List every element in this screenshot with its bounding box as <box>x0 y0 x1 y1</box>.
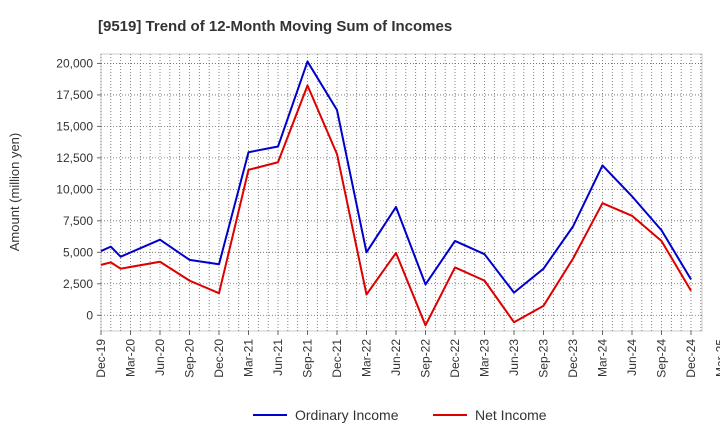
x-tick-label: Dec-19 <box>94 339 108 378</box>
x-tick-label: Jun-24 <box>625 339 639 376</box>
series-line-ordinary-income <box>100 60 692 294</box>
x-tick-label: Mar-23 <box>478 339 492 377</box>
x-tick-label: Dec-22 <box>448 339 462 378</box>
x-tick-label: Jun-20 <box>153 339 167 376</box>
grid <box>100 54 702 331</box>
x-tick-label: Mar-24 <box>596 339 610 377</box>
x-tick-label: Mar-25 <box>714 339 720 377</box>
plot-frame <box>100 53 703 332</box>
x-tick-label: Sep-24 <box>655 339 669 378</box>
x-tick-label: Dec-23 <box>566 339 580 378</box>
x-tick-label: Mar-21 <box>242 339 256 377</box>
y-axis-label: Amount (million yen) <box>7 133 22 252</box>
y-tick-label: 10,000 <box>56 182 93 196</box>
y-tick-label: 17,500 <box>56 88 93 102</box>
x-tick-label: Mar-20 <box>124 339 138 377</box>
x-tick-label: Sep-23 <box>537 339 551 378</box>
x-tick-label: Dec-20 <box>212 339 226 378</box>
legend-label-net-income: Net Income <box>475 407 547 423</box>
chart-title: [9519] Trend of 12-Month Moving Sum of I… <box>98 18 452 35</box>
series-layer <box>100 60 692 327</box>
y-tick-label: 2,500 <box>63 277 93 291</box>
x-tick-label: Jun-23 <box>507 339 521 376</box>
x-tick-label: Dec-21 <box>330 339 344 378</box>
x-tick-label: Sep-22 <box>419 339 433 378</box>
x-tick-label: Jun-22 <box>389 339 403 376</box>
y-tick-label: 15,000 <box>56 119 93 133</box>
legend: Ordinary Income Net Income <box>253 407 547 423</box>
x-tick-label: Jun-21 <box>271 339 285 376</box>
x-tick-label: Sep-21 <box>301 339 315 378</box>
x-tick-label: Sep-20 <box>183 339 197 378</box>
legend-label-ordinary-income: Ordinary Income <box>295 407 399 423</box>
y-tick-label: 5,000 <box>63 245 93 259</box>
x-tick-label: Mar-22 <box>360 339 374 377</box>
y-tick-label: 12,500 <box>56 151 93 165</box>
x-axis-ticks: Dec-19 Mar-20 Jun-20 Sep-20 Dec-20 Mar-21 Jun-… <box>94 331 720 378</box>
y-axis-ticks: 0 2,500 5,000 7,500 10,000 12,500 15,000 17,500… <box>56 56 101 322</box>
y-tick-label: 20,000 <box>56 56 93 70</box>
y-tick-label: 7,500 <box>63 214 93 228</box>
series-line-net-income <box>100 84 692 327</box>
y-tick-label: 0 <box>86 308 93 322</box>
x-tick-label: Dec-24 <box>684 339 698 378</box>
